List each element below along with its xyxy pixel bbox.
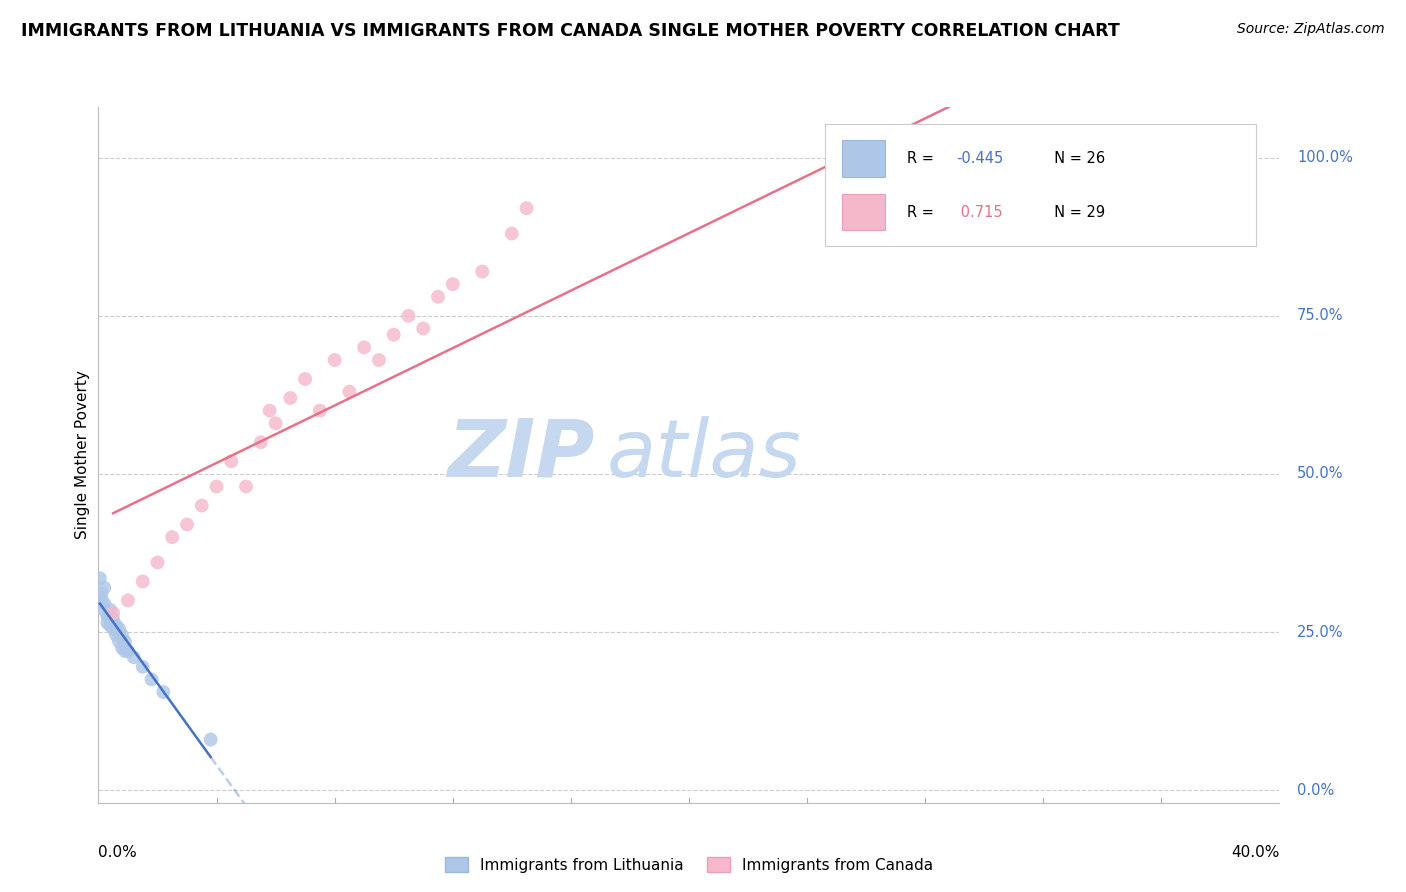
Point [368,353,391,368]
Point [162,530,183,544]
Point [111,640,134,655]
Text: ZIP: ZIP [447,416,595,494]
Point [117,593,139,607]
Point [108,622,131,636]
Text: 100.0%: 100.0% [1298,150,1353,165]
Point [219,454,242,468]
Point [205,479,228,493]
Y-axis label: Single Mother Poverty: Single Mother Poverty [75,370,90,540]
Point [122,650,145,665]
Point [98,618,121,632]
Point [200,732,222,747]
Point [294,372,316,386]
Point [105,628,128,642]
Point [117,644,139,658]
Point [337,384,360,399]
Point [235,479,257,493]
Point [146,556,169,570]
Point [93,597,115,611]
Point [427,290,450,304]
Point [111,628,134,642]
Point [278,391,302,405]
Text: 25.0%: 25.0% [1298,624,1344,640]
Point [412,321,434,335]
Text: 40.0%: 40.0% [1232,845,1279,860]
Point [103,622,125,636]
Point [1209,151,1232,165]
Text: IMMIGRANTS FROM LITHUANIA VS IMMIGRANTS FROM CANADA SINGLE MOTHER POVERTY CORREL: IMMIGRANTS FROM LITHUANIA VS IMMIGRANTS … [21,22,1119,40]
Text: atlas: atlas [606,416,801,494]
Point [132,574,155,589]
Point [105,618,128,632]
Point [309,403,332,417]
Point [501,227,523,241]
Point [96,615,118,630]
Point [114,644,136,658]
Point [176,517,198,532]
Point [515,201,537,215]
Point [93,603,115,617]
Point [89,571,111,585]
Point [90,593,112,607]
Point [250,435,273,450]
Point [93,581,115,595]
Point [471,264,494,278]
Point [132,660,155,674]
Point [396,309,419,323]
Point [264,417,287,431]
Point [353,340,375,354]
Point [103,606,125,620]
Point [323,353,346,368]
Text: 75.0%: 75.0% [1298,309,1344,323]
Point [441,277,464,292]
Point [191,499,214,513]
Point [152,685,174,699]
Point [114,634,136,648]
Point [98,603,121,617]
Text: 0.0%: 0.0% [98,845,138,860]
Text: 0.0%: 0.0% [1298,782,1334,797]
Point [103,612,125,626]
Point [259,403,281,417]
Point [96,609,118,624]
Point [382,327,405,342]
Text: Source: ZipAtlas.com: Source: ZipAtlas.com [1237,22,1385,37]
Legend: Immigrants from Lithuania, Immigrants from Canada: Immigrants from Lithuania, Immigrants fr… [439,850,939,879]
Point [90,587,112,601]
Point [141,673,163,687]
Text: 50.0%: 50.0% [1298,467,1344,482]
Point [108,634,131,648]
